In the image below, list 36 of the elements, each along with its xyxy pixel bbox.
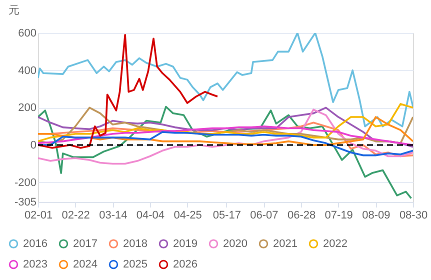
y-tick-label: 200 bbox=[18, 102, 36, 114]
legend-label: 2016 bbox=[23, 238, 48, 250]
y-tick-label: 600 bbox=[18, 28, 36, 40]
x-tick-label: 08-09 bbox=[362, 210, 390, 222]
x-tick-label: 02-22 bbox=[62, 210, 90, 222]
legend-label: 2026 bbox=[173, 258, 198, 270]
legend-label: 2021 bbox=[273, 238, 298, 250]
x-tick-label: 06-07 bbox=[250, 210, 278, 222]
legend-label: 2023 bbox=[23, 258, 48, 270]
x-tick-label: 08-30 bbox=[399, 210, 428, 222]
line-series bbox=[38, 33, 413, 128]
y-axis-title: 元 bbox=[8, 4, 20, 16]
line-series bbox=[38, 131, 413, 156]
legend-label: 2022 bbox=[323, 238, 348, 250]
x-tick-label: 05-17 bbox=[212, 210, 241, 222]
x-tick-label: 04-25 bbox=[174, 210, 202, 222]
x-tick-label: 06-28 bbox=[287, 210, 316, 222]
legend-label: 2025 bbox=[123, 258, 148, 270]
y-tick-label: -305 bbox=[14, 196, 36, 208]
x-tick-label: 07-19 bbox=[324, 210, 353, 222]
legend-label: 2017 bbox=[73, 238, 98, 250]
legend-label: 2018 bbox=[123, 238, 148, 250]
legend-label: 2024 bbox=[73, 258, 98, 270]
line-series bbox=[38, 106, 412, 200]
legend-label: 2020 bbox=[223, 238, 248, 250]
line-series bbox=[38, 108, 413, 165]
line-series bbox=[38, 116, 413, 146]
y-tick-label: 0 bbox=[30, 140, 36, 152]
x-tick-label: 03-14 bbox=[99, 210, 128, 222]
line-series bbox=[38, 125, 413, 146]
x-tick-label: 04-04 bbox=[136, 210, 165, 222]
y-tick-label: 400 bbox=[18, 64, 36, 77]
legend-label: 2019 bbox=[173, 238, 198, 250]
x-tick-label: 02-01 bbox=[24, 210, 53, 222]
line-series bbox=[38, 34, 218, 149]
y-tick-label: -200 bbox=[14, 176, 36, 189]
